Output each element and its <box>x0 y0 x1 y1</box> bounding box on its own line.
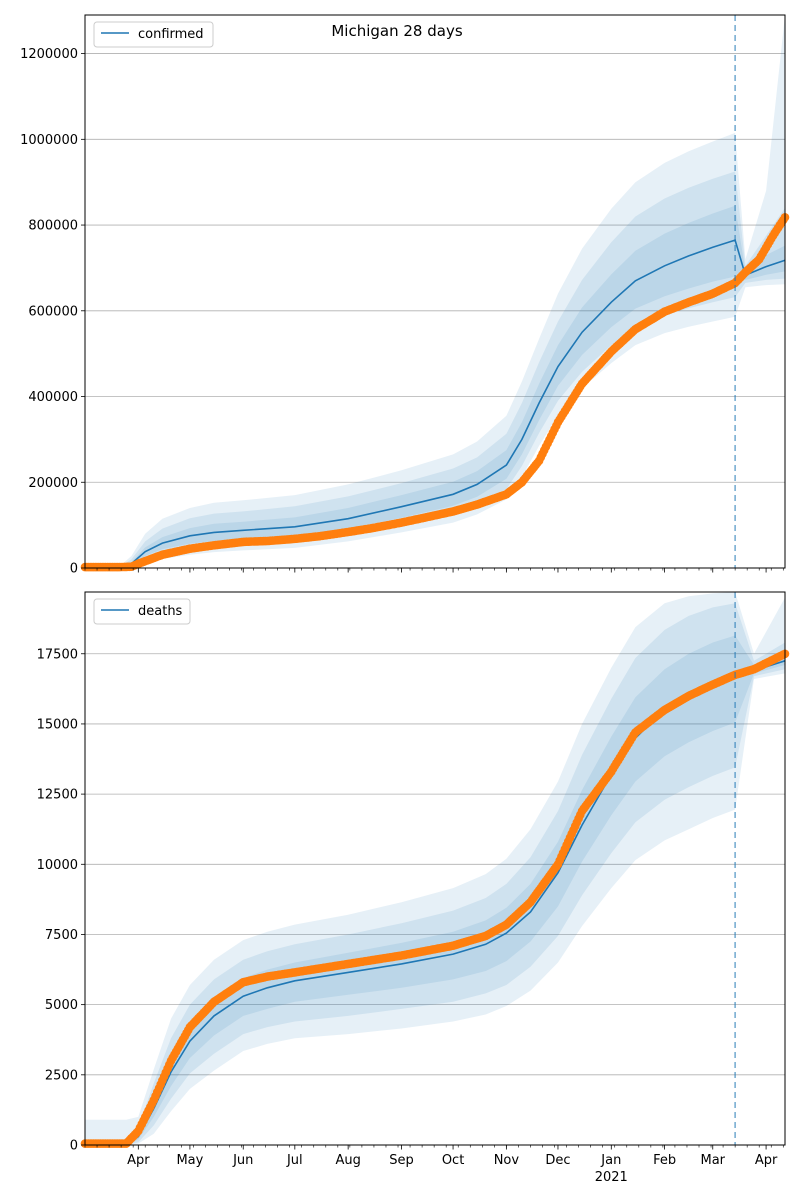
confirmed-legend: confirmed <box>93 21 214 48</box>
plot-frame <box>84 591 786 1146</box>
y-tick-label: 400000 <box>28 390 78 405</box>
uncertainty-band-3 <box>85 592 785 1145</box>
confirmed-uncertainty-bands <box>85 15 785 569</box>
y-tick-label: 0 <box>70 1139 78 1154</box>
y-tick-label: 600000 <box>28 304 78 319</box>
x-tick-label: Jul <box>286 1153 303 1168</box>
deaths-legend: deaths <box>93 598 191 625</box>
x-tick-label: Aug <box>335 1153 360 1168</box>
y-tick-label: 12500 <box>37 788 78 803</box>
y-tick-label: 17500 <box>37 647 78 662</box>
x-tick-label: Sep <box>389 1153 414 1168</box>
legend-label-deaths: deaths <box>138 604 183 619</box>
figure-title: Michigan 28 days <box>331 22 462 40</box>
deaths-uncertainty-bands <box>85 592 785 1145</box>
legend-label-confirmed: confirmed <box>138 27 204 42</box>
legend-box <box>93 21 214 48</box>
x-tick-label: Apr <box>127 1153 150 1168</box>
x-tick-label: May <box>176 1153 203 1168</box>
y-tick-label: 200000 <box>28 476 78 491</box>
uncertainty-band-3 <box>85 15 785 568</box>
confirmed-model-line <box>85 239 786 569</box>
y-tick-label: 1200000 <box>20 47 78 62</box>
y-tick-label: 7500 <box>45 928 78 943</box>
x-tick-label: Jun <box>232 1153 253 1168</box>
y-tick-label: 15000 <box>37 717 78 732</box>
uncertainty-band-2 <box>85 171 785 568</box>
x-tick-label: Apr <box>755 1153 778 1168</box>
x-tick-label: Dec <box>545 1153 570 1168</box>
uncertainty-band-1 <box>85 205 785 569</box>
plot-frame <box>84 14 786 569</box>
y-tick-label: 800000 <box>28 219 78 234</box>
uncertainty-band-2 <box>85 603 785 1145</box>
y-tick-label: 10000 <box>37 858 78 873</box>
deaths-grid <box>85 653 785 1076</box>
deaths-axes: 0 2500 5000 7500 10000 12500 15000 17500 Apr May J… <box>37 591 786 1185</box>
confirmed-observed-points <box>80 213 790 572</box>
x-tick-label: Mar <box>700 1153 725 1168</box>
confirmed-grid <box>85 53 785 483</box>
x-tick-label: Nov <box>494 1153 520 1168</box>
deaths-observed-points <box>80 649 790 1148</box>
y-tick-label: 1000000 <box>20 133 78 148</box>
x-tick-label: Jan <box>600 1153 621 1168</box>
y-tick-label: 5000 <box>45 998 78 1013</box>
x-tick-label: Oct <box>442 1153 464 1168</box>
x-year-label: 2021 <box>595 1170 628 1185</box>
model-series-line <box>85 239 786 569</box>
legend-box <box>93 598 191 625</box>
y-tick-label: 0 <box>70 562 78 577</box>
confirmed-axes: 0 200000 400000 600000 800000 1000000 1200000 <box>20 14 786 577</box>
uncertainty-band-1 <box>85 635 785 1145</box>
x-tick-label: Feb <box>653 1153 676 1168</box>
deaths-panel: 0 2500 5000 7500 10000 12500 15000 17500 Apr May J… <box>37 591 790 1185</box>
confirmed-panel: 020000040000060000080000010000001200000 … <box>20 14 790 577</box>
y-tick-label: 2500 <box>45 1068 78 1083</box>
